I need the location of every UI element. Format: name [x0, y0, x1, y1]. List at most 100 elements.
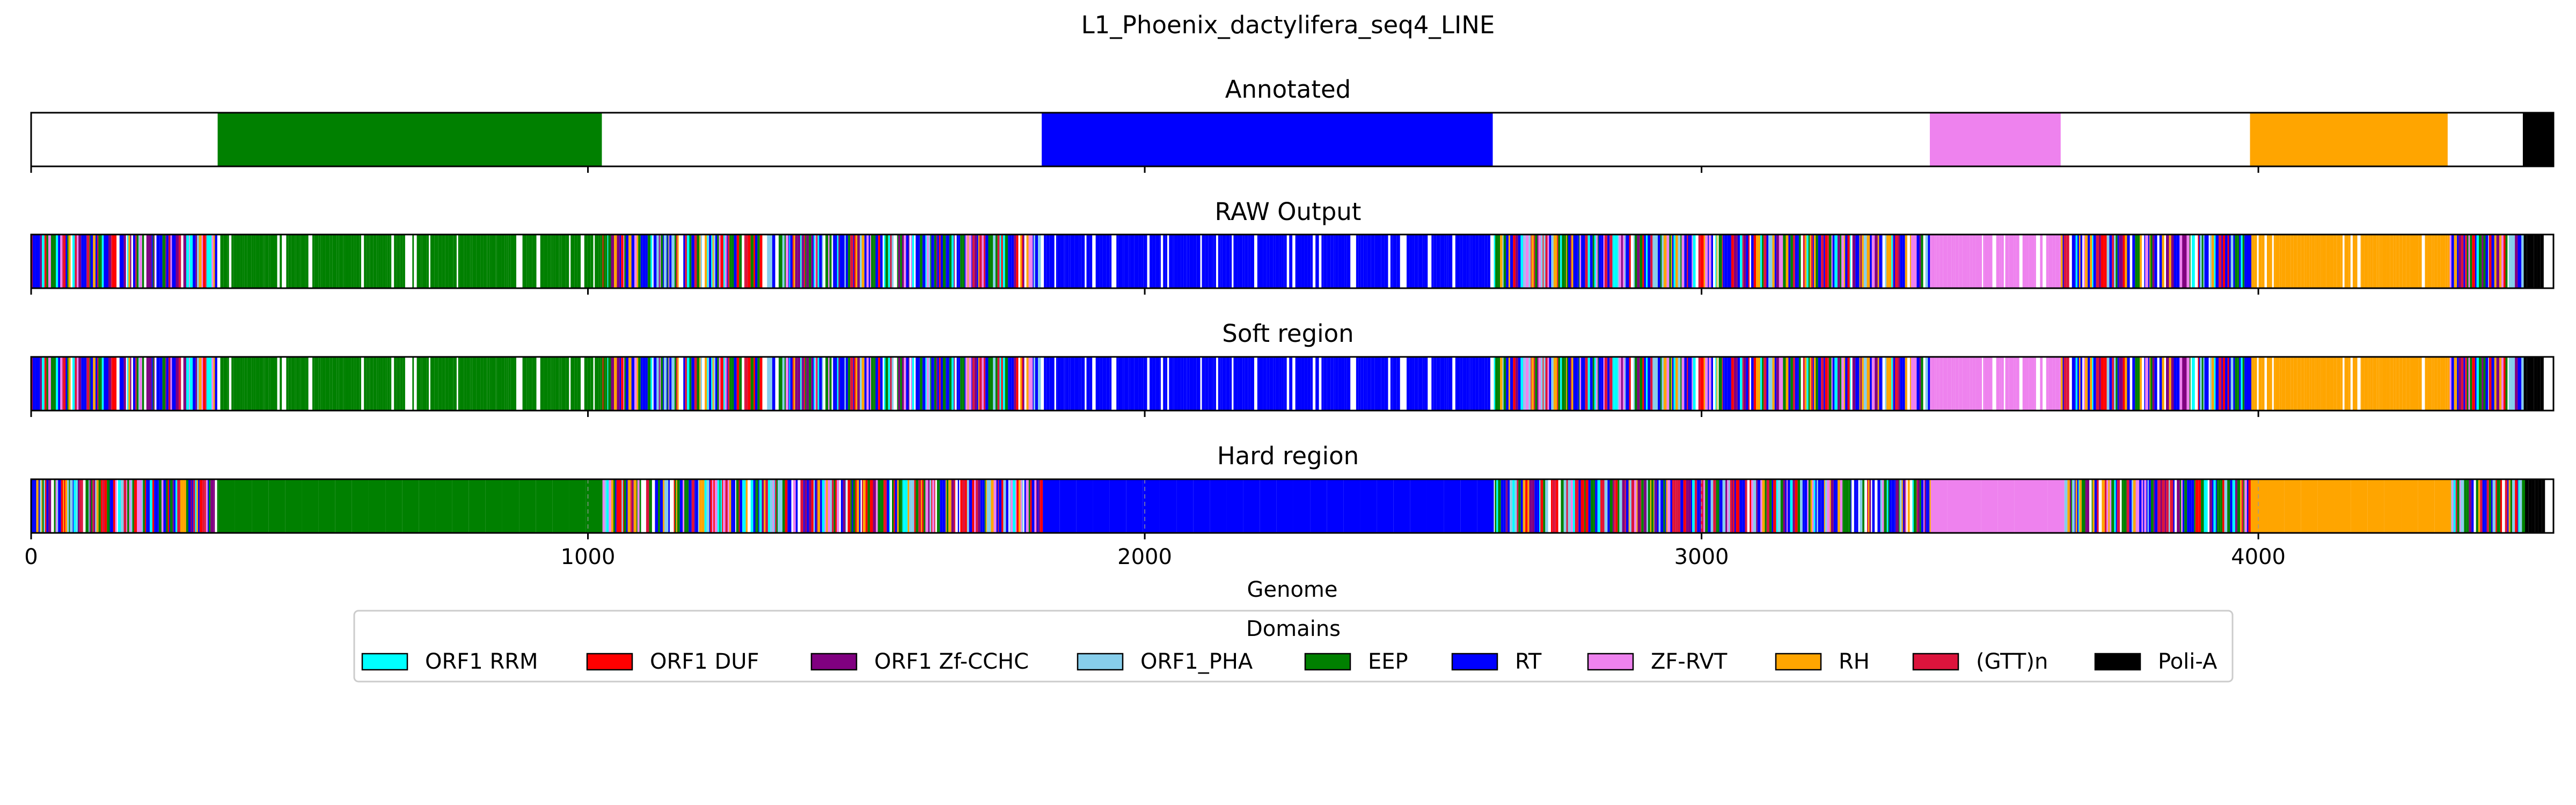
domain-call: [268, 235, 270, 288]
domain-call: [1728, 479, 1730, 533]
domain-call: [2137, 357, 2140, 411]
domain-call: [1122, 235, 1124, 288]
domain-call: [1531, 235, 1532, 288]
domain-call: [1026, 357, 1029, 411]
domain-call: [756, 479, 759, 533]
domain-call: [2480, 479, 2483, 533]
domain-call: [1315, 235, 1319, 288]
domain-call: [1566, 479, 1568, 533]
domain-call: [1943, 235, 1945, 288]
domain-call: [151, 235, 153, 288]
domain-call: [544, 235, 548, 288]
domain-call: [952, 357, 954, 411]
domain-call: [2333, 235, 2337, 288]
domain-call: [305, 235, 306, 288]
domain-call: [1723, 357, 1725, 411]
domain-call: [387, 235, 390, 288]
domain-call: [1433, 235, 1437, 288]
domain-call: [687, 357, 690, 411]
domain-call: [967, 357, 969, 411]
domain-call: [870, 357, 872, 411]
domain-call: [1711, 357, 1714, 411]
domain-call: [890, 235, 892, 288]
domain-call: [911, 357, 912, 411]
domain-call: [77, 479, 78, 533]
domain-call: [926, 235, 929, 288]
domain-call: [925, 357, 927, 411]
domain-call: [364, 357, 367, 411]
domain-call: [675, 357, 676, 411]
domain-call: [806, 235, 809, 288]
domain-call: [156, 235, 160, 288]
domain-call: [46, 479, 49, 533]
domain-call: [2485, 235, 2489, 288]
legend-title: Domains: [1246, 617, 1341, 641]
domain-call: [314, 357, 319, 411]
domain-call: [778, 479, 781, 533]
domain-call: [227, 235, 229, 288]
domain-call: [394, 357, 397, 411]
domain-call: [1940, 235, 1943, 288]
domain-call: [1545, 479, 1548, 533]
domain-call: [2279, 235, 2282, 288]
domain-call: [2331, 235, 2334, 288]
domain-call: [1341, 357, 1345, 411]
domain-call: [1836, 479, 1838, 533]
domain-call: [920, 357, 923, 411]
domain-call: [2456, 357, 2457, 411]
domain-call: [2248, 479, 2251, 533]
domain-call: [645, 235, 648, 288]
domain-call: [2542, 479, 2545, 533]
domain-call: [1893, 235, 1896, 288]
domain-call: [1558, 479, 1561, 533]
domain-call: [1709, 235, 1711, 288]
domain-call: [782, 479, 785, 533]
domain-call: [240, 235, 243, 288]
domain-call: [1524, 235, 1526, 288]
domain-call: [828, 357, 830, 411]
domain-call: [1484, 357, 1488, 411]
domain-call: [190, 479, 193, 533]
domain-call: [2191, 479, 2194, 533]
domain-call: [2271, 235, 2272, 288]
domain-call: [2399, 235, 2403, 288]
domain-call: [320, 357, 323, 411]
domain-call: [560, 357, 562, 411]
domain-call: [291, 235, 295, 288]
domain-call: [1016, 357, 1019, 411]
domain-call: [1997, 479, 2015, 533]
domain-call: [1746, 479, 1747, 533]
domain-call: [634, 235, 637, 288]
domain-call: [1330, 235, 1334, 288]
domain-call: [2148, 235, 2150, 288]
domain-call: [712, 235, 714, 288]
domain-call: [1720, 479, 1723, 533]
domain-call: [77, 235, 79, 288]
domain-call: [2548, 479, 2552, 533]
domain-call: [2485, 357, 2489, 411]
domain-call: [1114, 235, 1117, 288]
domain-call: [123, 357, 126, 411]
domain-call: [46, 235, 48, 288]
track-title-soft: Soft region: [1222, 319, 1353, 348]
domain-call: [2080, 235, 2083, 288]
domain-call: [1248, 235, 1250, 288]
domain-call: [1628, 479, 1630, 533]
domain-call: [252, 479, 269, 533]
domain-call: [2510, 479, 2512, 533]
domain-call: [986, 479, 989, 533]
domain-call: [1466, 357, 1469, 411]
domain-call: [1695, 357, 1699, 411]
domain-call: [1629, 235, 1631, 288]
domain-call: [376, 235, 378, 288]
domain-call: [2243, 479, 2245, 533]
domain-call: [733, 479, 736, 533]
domain-call: [1086, 235, 1090, 288]
domain-call: [63, 479, 64, 533]
domain-call: [175, 357, 179, 411]
domain-call: [2412, 357, 2416, 411]
domain-call: [138, 235, 140, 288]
domain-call: [436, 357, 438, 411]
domain-call: [632, 479, 634, 533]
domain-call: [719, 357, 721, 411]
